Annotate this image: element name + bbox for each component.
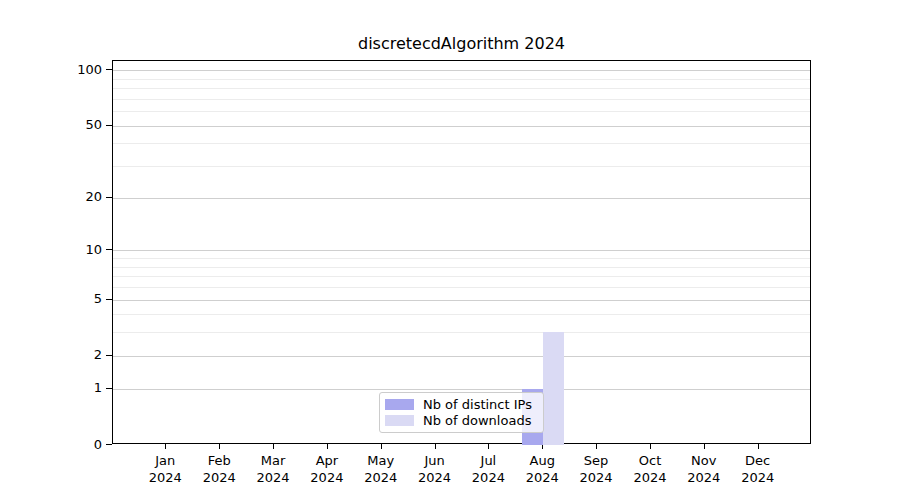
y-tick-label: 5 bbox=[40, 292, 102, 305]
legend-item-downloads: Nb of downloads bbox=[385, 413, 537, 429]
gridline-major bbox=[113, 389, 810, 390]
y-tick-mark bbox=[106, 125, 112, 126]
x-tick-mark bbox=[381, 444, 382, 449]
y-tick-mark bbox=[106, 444, 112, 445]
gridline-minor bbox=[113, 332, 810, 333]
y-tick-mark bbox=[106, 388, 112, 389]
x-tick-mark bbox=[435, 444, 436, 449]
gridline-major bbox=[113, 300, 810, 301]
x-tick-mark bbox=[650, 444, 651, 449]
gridline-minor bbox=[113, 276, 810, 277]
y-tick-mark bbox=[106, 299, 112, 300]
chart-title: discretecdAlgorithm 2024 bbox=[112, 34, 811, 53]
gridline-minor bbox=[113, 88, 810, 89]
gridline-major bbox=[113, 356, 810, 357]
gridline-major bbox=[113, 70, 810, 71]
y-tick-label: 1 bbox=[40, 381, 102, 394]
plot-area bbox=[112, 60, 811, 444]
x-tick-mark bbox=[327, 444, 328, 449]
legend-label-downloads: Nb of downloads bbox=[423, 413, 531, 428]
gridline-minor bbox=[113, 287, 810, 288]
x-tick-mark bbox=[165, 444, 166, 449]
legend-swatch-downloads bbox=[385, 415, 414, 426]
x-tick-mark bbox=[704, 444, 705, 449]
y-tick-mark bbox=[106, 249, 112, 250]
legend-item-distinct-ips: Nb of distinct IPs bbox=[385, 396, 537, 412]
y-tick-label: 2 bbox=[40, 348, 102, 361]
x-tick-label: Dec 2024 bbox=[726, 452, 790, 486]
gridline-minor bbox=[113, 258, 810, 259]
gridline-major bbox=[113, 198, 810, 199]
gridline-minor bbox=[113, 99, 810, 100]
y-tick-label: 50 bbox=[40, 118, 102, 131]
gridline-minor bbox=[113, 111, 810, 112]
legend: Nb of distinct IPs Nb of downloads bbox=[379, 392, 544, 433]
y-tick-mark bbox=[106, 69, 112, 70]
download-stats-chart: discretecdAlgorithm 2024 0125102050100 J… bbox=[0, 0, 900, 500]
gridline-minor bbox=[113, 143, 810, 144]
y-tick-label: 0 bbox=[40, 438, 102, 451]
y-tick-label: 100 bbox=[40, 63, 102, 76]
gridline-major bbox=[113, 126, 810, 127]
y-tick-mark bbox=[106, 355, 112, 356]
gridline-minor bbox=[113, 314, 810, 315]
gridline-major bbox=[113, 250, 810, 251]
x-tick-mark bbox=[758, 444, 759, 449]
x-tick-mark bbox=[219, 444, 220, 449]
x-tick-mark bbox=[596, 444, 597, 449]
y-tick-label: 10 bbox=[40, 243, 102, 256]
gridline-minor bbox=[113, 166, 810, 167]
y-tick-mark bbox=[106, 197, 112, 198]
legend-swatch-distinct-ips bbox=[385, 399, 414, 410]
x-tick-mark bbox=[273, 444, 274, 449]
legend-label-distinct-ips: Nb of distinct IPs bbox=[423, 397, 532, 412]
x-tick-mark bbox=[488, 444, 489, 449]
bar bbox=[543, 332, 564, 445]
gridline-minor bbox=[113, 267, 810, 268]
y-tick-label: 20 bbox=[40, 190, 102, 203]
gridline-minor bbox=[113, 79, 810, 80]
